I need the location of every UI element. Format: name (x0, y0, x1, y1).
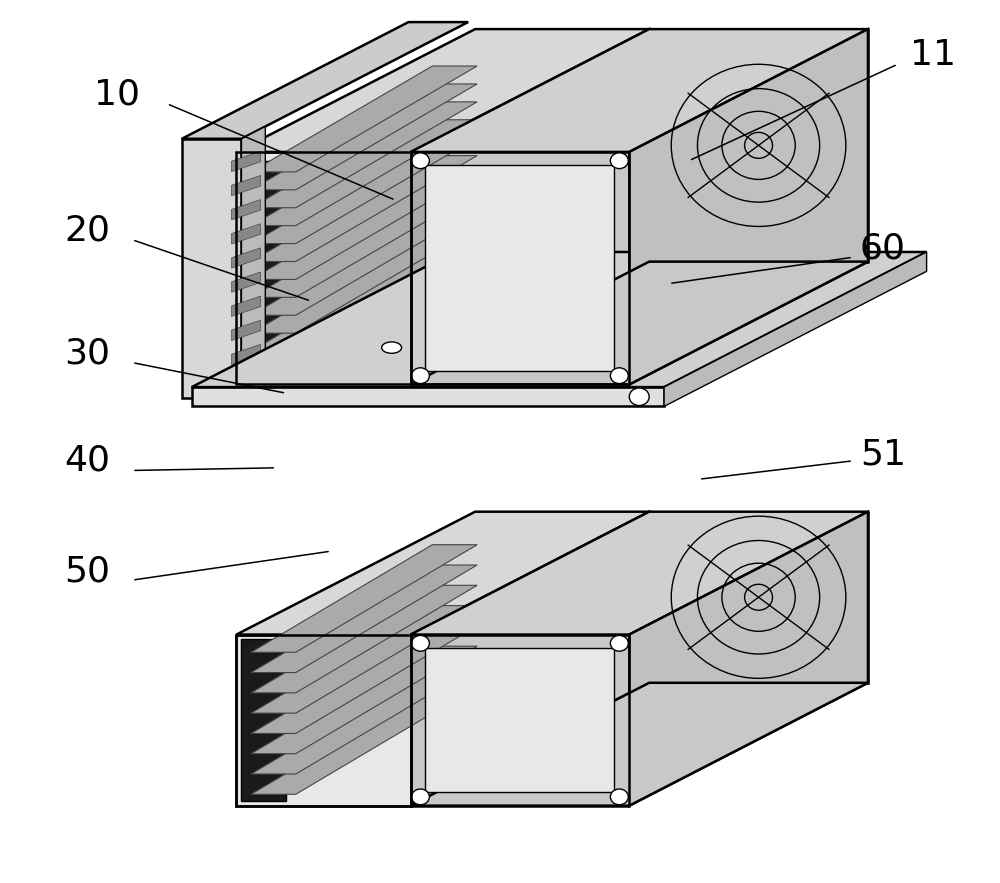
Polygon shape (231, 248, 261, 268)
Polygon shape (649, 511, 868, 683)
Polygon shape (236, 635, 411, 805)
Polygon shape (231, 200, 261, 220)
Polygon shape (251, 646, 477, 754)
Polygon shape (251, 626, 477, 734)
Polygon shape (231, 296, 261, 316)
Polygon shape (251, 84, 477, 190)
Circle shape (411, 789, 429, 804)
Polygon shape (251, 606, 477, 713)
Polygon shape (411, 511, 649, 805)
Circle shape (411, 368, 429, 383)
Text: 60: 60 (860, 231, 906, 266)
Text: 50: 50 (64, 555, 110, 588)
Polygon shape (251, 102, 477, 208)
Polygon shape (411, 511, 868, 635)
Polygon shape (251, 245, 477, 351)
Text: 11: 11 (910, 39, 956, 72)
Circle shape (610, 636, 628, 651)
Polygon shape (231, 368, 261, 389)
Polygon shape (251, 120, 477, 226)
Polygon shape (231, 321, 261, 341)
Polygon shape (664, 252, 927, 406)
Polygon shape (236, 511, 649, 635)
Circle shape (610, 368, 628, 383)
Polygon shape (425, 165, 614, 372)
Polygon shape (251, 667, 477, 774)
Polygon shape (231, 272, 261, 292)
Polygon shape (192, 252, 927, 387)
Polygon shape (236, 152, 411, 384)
Circle shape (610, 789, 628, 804)
Polygon shape (241, 639, 286, 801)
Polygon shape (251, 209, 477, 315)
Circle shape (610, 153, 628, 169)
Polygon shape (649, 29, 868, 261)
Polygon shape (251, 565, 477, 673)
Polygon shape (182, 22, 468, 139)
Polygon shape (231, 176, 261, 196)
Polygon shape (236, 29, 649, 152)
Polygon shape (241, 126, 265, 397)
Polygon shape (231, 151, 261, 171)
Polygon shape (251, 545, 477, 653)
Polygon shape (629, 511, 868, 805)
Polygon shape (251, 174, 477, 279)
Polygon shape (251, 155, 477, 261)
Circle shape (629, 388, 649, 405)
Polygon shape (251, 263, 477, 369)
Polygon shape (251, 585, 477, 693)
Polygon shape (251, 687, 477, 795)
Polygon shape (231, 223, 261, 244)
Polygon shape (251, 192, 477, 298)
Text: 51: 51 (860, 438, 906, 472)
Polygon shape (411, 29, 868, 152)
Text: 20: 20 (64, 214, 110, 248)
Polygon shape (192, 387, 664, 406)
Polygon shape (411, 683, 868, 805)
Polygon shape (251, 227, 477, 333)
Text: 30: 30 (64, 336, 110, 371)
Polygon shape (241, 161, 286, 375)
Polygon shape (411, 29, 649, 384)
Text: 40: 40 (64, 444, 110, 478)
Circle shape (411, 636, 429, 651)
Polygon shape (251, 66, 477, 172)
Text: 10: 10 (94, 78, 140, 112)
Polygon shape (182, 139, 241, 397)
Polygon shape (629, 29, 868, 384)
Polygon shape (425, 648, 614, 792)
Polygon shape (411, 261, 868, 384)
Ellipse shape (382, 342, 402, 353)
Polygon shape (251, 138, 477, 244)
Circle shape (411, 153, 429, 169)
Polygon shape (231, 344, 261, 365)
